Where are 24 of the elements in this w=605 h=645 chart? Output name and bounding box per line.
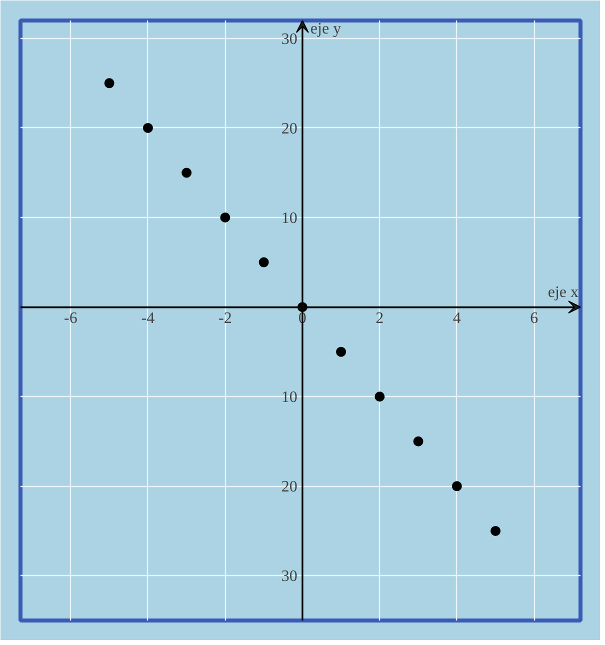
point xyxy=(142,122,153,133)
point xyxy=(490,526,501,536)
x-tick-label: -6 xyxy=(64,310,78,328)
x-tick-label: 4 xyxy=(452,310,461,328)
point xyxy=(452,481,462,492)
x-tick-label: 2 xyxy=(376,310,384,328)
y-tick-label: 10 xyxy=(281,389,298,406)
y-tick-label: 10 xyxy=(281,210,298,228)
point xyxy=(104,78,114,88)
point xyxy=(220,212,230,223)
y-tick-label: 30 xyxy=(281,568,298,586)
point xyxy=(258,257,269,268)
point xyxy=(336,346,346,357)
y-tick-label: 20 xyxy=(281,478,298,496)
y-tick-label: 30 xyxy=(281,30,298,48)
point xyxy=(182,168,192,178)
point xyxy=(374,392,385,402)
x-tick-label: -2 xyxy=(218,310,232,328)
point xyxy=(413,436,424,446)
x-tick-label: -4 xyxy=(141,310,155,328)
x-axis-title: eje x xyxy=(548,284,579,302)
x-tick-label: 6 xyxy=(530,310,538,328)
y-axis-title: eje y xyxy=(310,20,342,38)
y-tick-label: 20 xyxy=(281,120,298,138)
